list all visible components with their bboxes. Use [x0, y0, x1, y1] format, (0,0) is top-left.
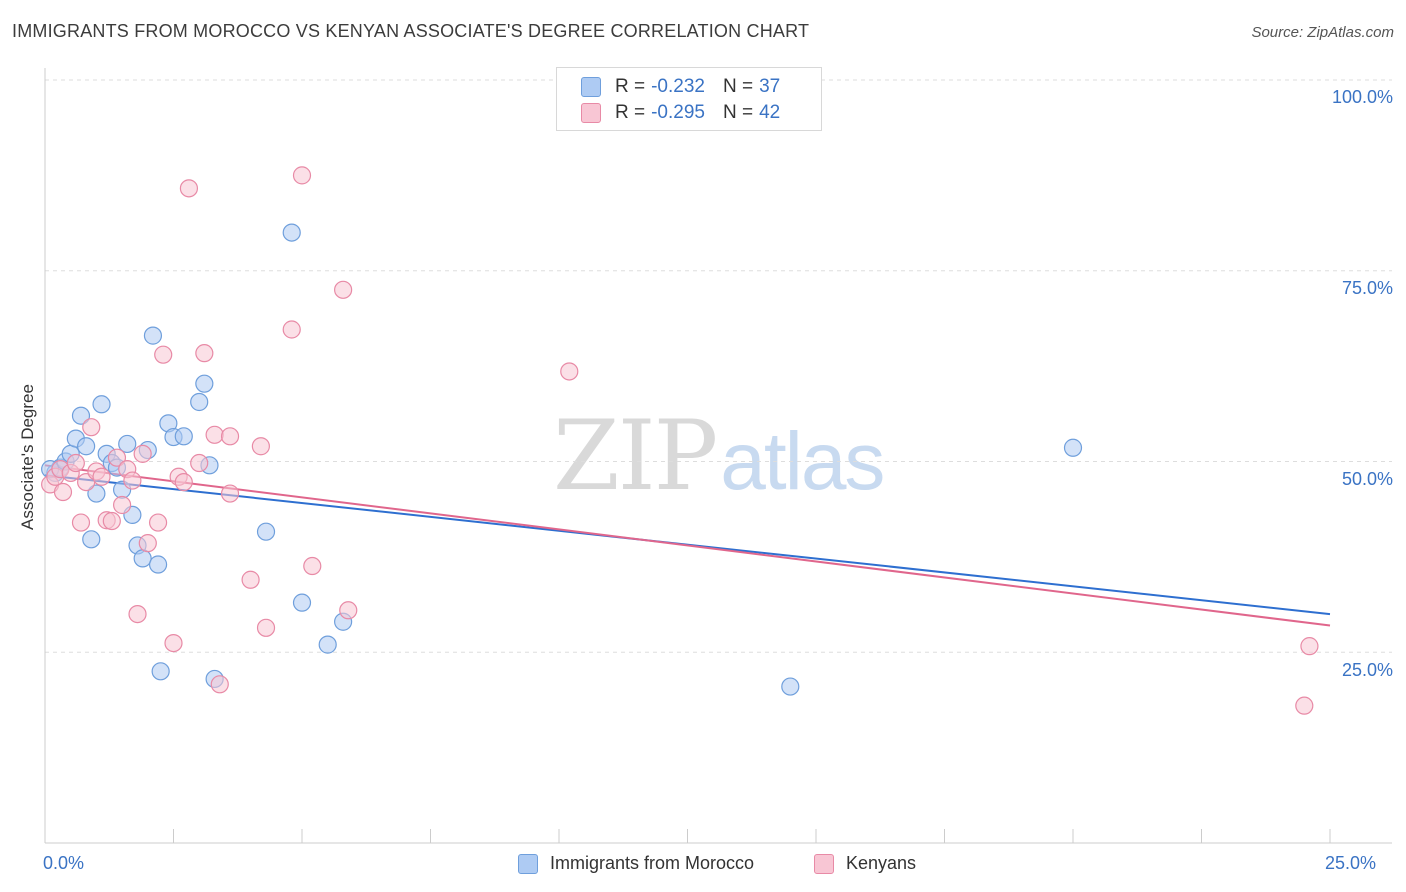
data-point-kenyans [195, 344, 214, 363]
data-point-kenyans [174, 473, 193, 492]
data-point-kenyans [66, 453, 85, 473]
y-tick-75: 75.0% [1341, 278, 1393, 298]
bottom-legend-label-kenyans: Kenyans [846, 853, 917, 873]
data-point-morocco [256, 522, 276, 541]
data-point-morocco [1063, 438, 1083, 457]
data-point-kenyans [179, 179, 199, 198]
trend-lines [44, 464, 1331, 627]
data-point-kenyans [339, 601, 358, 620]
data-point-morocco [781, 677, 800, 696]
data-point-kenyans [107, 448, 127, 467]
data-point-morocco [282, 223, 301, 242]
data-point-kenyans [53, 482, 73, 502]
gridlines [45, 79, 1392, 653]
data-points [41, 166, 1319, 715]
y-tick-50: 50.0% [1341, 469, 1393, 489]
data-point-kenyans [112, 495, 132, 515]
data-point-morocco [151, 662, 170, 681]
y-tick-100: 100.0% [1331, 87, 1393, 107]
data-point-kenyans [560, 362, 579, 381]
data-point-morocco [292, 593, 312, 612]
data-point-kenyans [1295, 696, 1314, 715]
data-point-kenyans [128, 604, 147, 624]
data-point-kenyans [138, 534, 157, 553]
data-point-morocco [82, 530, 101, 549]
data-point-kenyans [102, 511, 121, 531]
data-point-kenyans [154, 345, 173, 364]
data-point-kenyans [256, 618, 276, 637]
legend-n-value: 42 [759, 102, 781, 123]
legend-r-label: R = [615, 76, 646, 97]
data-point-kenyans [251, 437, 270, 456]
legend-row-kenyans: R = -0.295 N = 42 [581, 101, 780, 125]
legend-swatch-kenyans [581, 103, 601, 123]
watermark: ZIPatlas [553, 400, 885, 512]
trend-line-kenyans [44, 464, 1331, 627]
data-point-morocco [143, 326, 163, 345]
bottom-legend-swatch-kenyans [814, 853, 834, 874]
data-point-morocco [133, 549, 152, 568]
legend-n-label: N = [722, 76, 754, 97]
data-point-kenyans [92, 467, 111, 486]
bottom-legend-swatch-morocco [518, 853, 538, 874]
legend-n-value: 37 [759, 76, 781, 97]
data-point-morocco [118, 434, 137, 454]
data-point-kenyans [220, 484, 240, 503]
data-point-kenyans [282, 320, 301, 339]
data-point-kenyans [164, 633, 183, 653]
legend-n-label: N = [722, 102, 754, 123]
y-tick-25: 25.0% [1341, 660, 1393, 680]
data-point-kenyans [241, 570, 260, 589]
data-point-morocco [77, 437, 96, 456]
source-label: Source: ZipAtlas.com [1251, 24, 1394, 41]
x-tick-right: 25.0% [1325, 853, 1377, 873]
legend-r-label: R = [615, 102, 646, 123]
axes [44, 68, 1392, 844]
legend-swatch-morocco [581, 77, 601, 97]
watermark-atlas: atlas [720, 416, 885, 507]
data-point-morocco [174, 427, 193, 446]
data-point-morocco [148, 555, 168, 574]
data-point-morocco [71, 406, 91, 425]
data-point-morocco [195, 374, 214, 393]
data-point-kenyans [220, 427, 240, 446]
data-point-kenyans [292, 166, 312, 185]
data-point-kenyans [82, 418, 101, 437]
data-point-kenyans [190, 453, 209, 473]
bottom-legend-kenyans[interactable]: Kenyans [814, 853, 916, 874]
y-axis-label: Associate's Degree [18, 384, 37, 530]
data-point-morocco [87, 484, 106, 503]
data-point-kenyans [1300, 637, 1319, 656]
data-point-morocco [92, 395, 111, 414]
x-tick-left: 0.0% [43, 853, 85, 873]
stats-legend: R = -0.232 N = 37 R = -0.295 N = 42 [556, 67, 822, 131]
data-point-kenyans [210, 675, 229, 694]
data-point-kenyans [334, 280, 353, 299]
data-point-morocco [190, 392, 209, 412]
data-point-kenyans [205, 425, 224, 444]
legend-r-value: -0.295 [651, 102, 705, 123]
legend-r-value: -0.232 [651, 76, 705, 97]
bottom-legend-label-morocco: Immigrants from Morocco [550, 853, 755, 873]
chart-title: IMMIGRANTS FROM MOROCCO VS KENYAN ASSOCI… [12, 21, 810, 41]
data-point-morocco [318, 635, 337, 654]
watermark-zip: ZIP [553, 400, 718, 512]
legend-row-morocco: R = -0.232 N = 37 [581, 75, 780, 99]
data-point-kenyans [303, 556, 322, 576]
data-point-kenyans [133, 444, 152, 463]
data-point-kenyans [71, 513, 91, 532]
bottom-legend-morocco[interactable]: Immigrants from Morocco [518, 853, 754, 874]
data-point-kenyans [148, 513, 168, 532]
data-point-kenyans [123, 471, 142, 490]
